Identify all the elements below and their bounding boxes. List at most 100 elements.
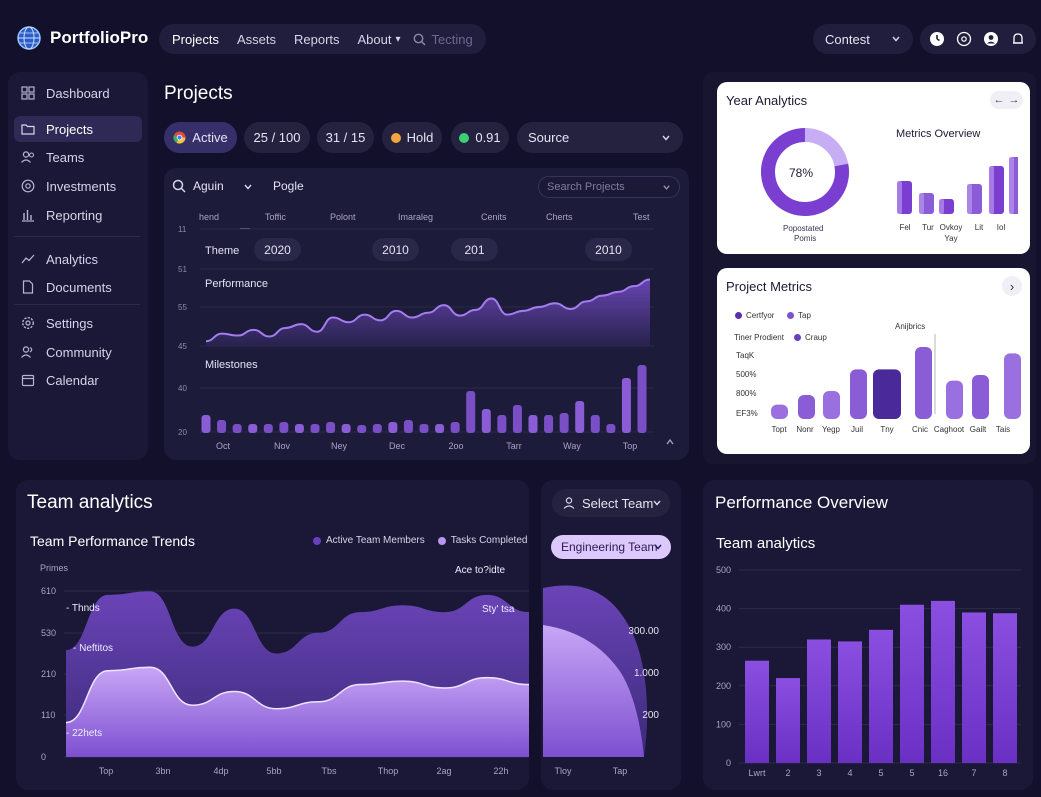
project-metrics-next[interactable]: › bbox=[1002, 276, 1022, 296]
users-icon bbox=[20, 149, 36, 165]
sidebar-item-reporting[interactable]: Reporting bbox=[14, 202, 142, 228]
column-header[interactable]: Cherts bbox=[546, 212, 573, 222]
y-tick-label: 300 bbox=[716, 642, 731, 652]
user-icon bbox=[563, 497, 575, 509]
filter-count-label: 25 / 100 bbox=[253, 130, 301, 145]
filter-score[interactable]: 0.91 bbox=[451, 122, 509, 153]
x-tick-label: Top bbox=[99, 766, 114, 776]
x-tick-label: Cnic bbox=[912, 425, 928, 434]
search-icon bbox=[172, 179, 186, 193]
metrics-bar-highlight bbox=[967, 184, 972, 214]
filter-hold-label: Hold bbox=[406, 130, 434, 145]
sidebar-item-documents[interactable]: Documents bbox=[14, 274, 142, 300]
x-tick-label: 3 bbox=[816, 768, 821, 778]
sidebar-item-calendar[interactable]: Calendar bbox=[14, 367, 142, 393]
projects-chart: 11 51 55 45 40 20 Theme 2020 2010 201 2010 Performa… bbox=[178, 225, 674, 451]
y-tick-label: 40 bbox=[178, 384, 187, 393]
column-header[interactable]: hend bbox=[199, 212, 220, 222]
x-tick-label: Caghoot bbox=[934, 425, 965, 434]
contest-dropdown[interactable]: Contest bbox=[813, 24, 913, 54]
x-tick-label: Juil bbox=[851, 425, 863, 434]
source-dropdown[interactable]: Source bbox=[517, 122, 683, 153]
project-metrics-card: Project Metrics › Certfyor Tap Tiner Pro… bbox=[717, 268, 1030, 454]
column-header[interactable]: Cenits bbox=[481, 212, 507, 222]
sidebar-item-dashboard[interactable]: Dashboard bbox=[14, 80, 142, 106]
app-logo[interactable]: PortfolioPro bbox=[16, 25, 148, 51]
y-tick-label: 0 bbox=[41, 752, 46, 762]
top-search-input[interactable]: Tecting bbox=[431, 31, 473, 47]
x-tick-label: Dec bbox=[389, 441, 406, 451]
team-legend: Active Team Members Tasks Completed bbox=[313, 535, 527, 546]
x-tick-label: 22h bbox=[493, 766, 508, 776]
filter-count[interactable]: 25 / 100 bbox=[244, 122, 310, 153]
filter-hold[interactable]: Hold bbox=[382, 122, 442, 153]
clock-icon[interactable] bbox=[929, 31, 945, 47]
folder-icon bbox=[20, 121, 36, 137]
sidebar-item-community[interactable]: Community bbox=[14, 339, 142, 365]
legend-item: Certfyor bbox=[735, 311, 774, 320]
x-tick-label: Tbs bbox=[321, 766, 337, 776]
filter-active[interactable]: Active bbox=[164, 122, 237, 153]
info-icon[interactable] bbox=[956, 31, 972, 47]
sidebar-item-analytics[interactable]: Analytics bbox=[14, 246, 142, 272]
milestone-bar bbox=[403, 420, 413, 433]
column-header[interactable]: Polont bbox=[330, 212, 356, 222]
sidebar-item-label: Teams bbox=[46, 149, 85, 165]
chevron-down-icon[interactable]: ▾ bbox=[395, 33, 401, 45]
y-tick-label: 610 bbox=[41, 586, 56, 596]
nav-about[interactable]: About bbox=[357, 31, 392, 47]
sidebar-item-investments[interactable]: Investments bbox=[14, 173, 142, 199]
sidebar-divider bbox=[14, 236, 140, 237]
x-tick-label: Tny bbox=[880, 425, 893, 434]
milestone-bar bbox=[559, 413, 569, 433]
engineering-team-pill[interactable]: Engineering Team bbox=[551, 535, 671, 559]
milestone-bar bbox=[419, 424, 429, 433]
x-tick-label: Yegp bbox=[822, 425, 841, 434]
column-header[interactable]: Toffic bbox=[265, 212, 286, 222]
chevron-up-icon bbox=[666, 438, 674, 445]
nav-reports[interactable]: Reports bbox=[293, 31, 340, 47]
search-projects-input[interactable]: Search Projects bbox=[538, 176, 680, 198]
milestone-bar bbox=[294, 424, 304, 433]
nav-assets[interactable]: Assets bbox=[236, 31, 276, 47]
column-header[interactable]: Imaraleg bbox=[398, 212, 434, 222]
year-analytics-title: Year Analytics bbox=[726, 93, 808, 108]
y-tick-label: 55 bbox=[178, 303, 187, 312]
x-tick-label: Tais bbox=[996, 425, 1010, 434]
year-nav: ← → bbox=[990, 91, 1023, 109]
y-tick-label: 1.000 bbox=[634, 668, 659, 679]
x-tick-label: Fel bbox=[899, 223, 910, 232]
legend-dot-icon bbox=[313, 536, 321, 545]
column-header[interactable]: Test bbox=[633, 212, 650, 222]
metrics-bar bbox=[823, 391, 840, 419]
y-tick-label: 210 bbox=[41, 669, 56, 679]
sidebar-item-projects[interactable]: Projects bbox=[14, 116, 142, 142]
sidebar-item-label: Investments bbox=[46, 178, 117, 194]
x-tick-label: Iol bbox=[997, 223, 1006, 232]
bar-chart-icon bbox=[20, 207, 36, 223]
x-tick-label: Tur bbox=[922, 223, 934, 232]
sidebar-item-settings[interactable]: Settings bbox=[14, 310, 142, 336]
profile-icon[interactable] bbox=[983, 31, 999, 47]
y-tick-label: 20 bbox=[178, 428, 187, 437]
arrow-left-icon[interactable]: ← bbox=[993, 94, 1005, 106]
select-team-dropdown[interactable]: Select Team bbox=[552, 489, 670, 517]
performance-line bbox=[205, 278, 651, 343]
chevron-down-icon[interactable] bbox=[243, 182, 253, 192]
bell-icon[interactable] bbox=[1010, 31, 1026, 47]
search-projects-placeholder: Search Projects bbox=[547, 181, 625, 193]
performance-bar bbox=[745, 660, 769, 763]
year-pill bbox=[372, 238, 419, 261]
milestone-bar bbox=[590, 415, 600, 433]
sidebar-item-teams[interactable]: Teams bbox=[14, 144, 142, 170]
milestone-bar bbox=[575, 401, 585, 433]
milestone-bar bbox=[606, 424, 616, 433]
filter-ratio[interactable]: 31 / 15 bbox=[317, 122, 374, 153]
y-tick-label: 400 bbox=[716, 604, 731, 614]
arrow-right-icon[interactable]: → bbox=[1008, 94, 1020, 106]
milestone-bar bbox=[201, 415, 211, 433]
x-tick-label: Lwrt bbox=[748, 768, 766, 778]
y-tick-label: 300.00 bbox=[628, 626, 659, 637]
x-tick-label: 2ag bbox=[436, 766, 451, 776]
nav-projects[interactable]: Projects bbox=[172, 31, 219, 47]
